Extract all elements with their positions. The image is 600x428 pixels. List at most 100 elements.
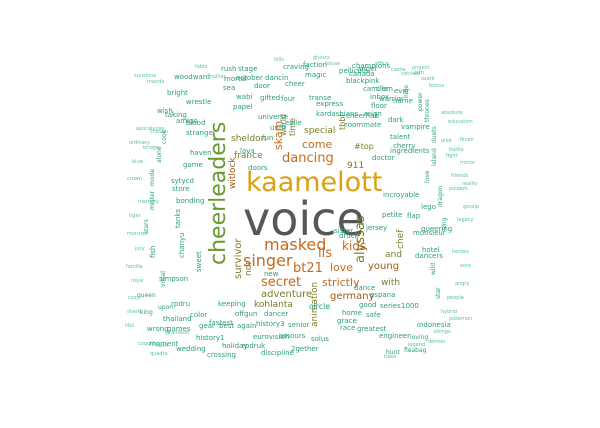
cloud-word: ingredients: [390, 147, 430, 155]
cloud-word: secret: [261, 275, 302, 290]
cloud-word: 2sth: [413, 70, 424, 76]
cloud-word: game: [183, 161, 203, 169]
cloud-word: ratched: [401, 71, 421, 77]
cloud-word: 1000: [401, 302, 419, 310]
cloud-word: mulher: [208, 74, 226, 80]
cloud-word: floor: [371, 102, 387, 110]
cloud-word: people: [447, 295, 464, 301]
cloud-word: ever: [394, 87, 410, 95]
cloud-word: stranger: [186, 129, 216, 137]
cloud-word: queen: [137, 292, 156, 299]
cloud-word: island: [431, 148, 438, 166]
cloud-word: memory: [138, 199, 159, 205]
cloud-word: witlock: [228, 157, 238, 189]
cloud-word: unfit: [270, 124, 287, 132]
cloud-word: fastest: [209, 319, 233, 327]
cloud-word: angel: [357, 65, 377, 73]
cloud-word: fun: [262, 134, 274, 142]
cloud-word: color: [190, 311, 208, 319]
cloud-word: legacy: [457, 217, 474, 223]
cloud-word: games: [167, 325, 191, 333]
cloud-word: gossip: [463, 204, 480, 210]
cloud-word: quadra: [150, 351, 168, 357]
cloud-word: pellicula: [339, 67, 369, 75]
cloud-word: champions: [352, 62, 391, 70]
cloud-word: crown: [127, 176, 143, 182]
cloud-word: and: [385, 250, 402, 260]
cloud-word: cheer: [285, 80, 305, 88]
cloud-word: masked: [264, 235, 327, 254]
cloud-word: safe: [366, 311, 381, 319]
cloud-word: incroyable: [383, 191, 420, 199]
cloud-word: finish: [460, 137, 474, 143]
cloud-word: wedding: [176, 345, 206, 353]
cloud-word: holiday: [222, 342, 248, 350]
cloud-word: greatest: [357, 325, 387, 333]
cloud-word: 911: [347, 161, 365, 171]
cloud-word: inbox: [370, 93, 390, 101]
cloud-word: clem: [376, 85, 393, 93]
cloud-word: bt21: [293, 261, 323, 276]
cloud-word: france: [234, 151, 263, 161]
cloud-word: castle: [391, 67, 406, 73]
cloud-word: papel: [233, 103, 253, 111]
cloud-word: friends: [451, 173, 469, 179]
cloud-word: ndr: [244, 260, 254, 276]
cloud-word: hills: [274, 57, 284, 63]
cloud-word: wish: [157, 107, 173, 115]
cloud-word: rush: [221, 65, 237, 73]
cloud-word: cherry: [393, 142, 416, 150]
cloud-word: doors: [248, 164, 268, 172]
cloud-word: 2gether: [291, 345, 319, 353]
cloud-word: talent: [390, 133, 411, 141]
cloud-word: wild: [430, 262, 437, 275]
cloud-word: transe: [309, 94, 332, 102]
cloud-word: four: [281, 95, 296, 103]
cloud-word: star: [435, 287, 442, 299]
cloud-word: ozark: [421, 76, 435, 82]
cloud-word: stage: [238, 65, 258, 73]
cloud-word: sons: [460, 263, 472, 269]
cloud-word: nine: [403, 85, 410, 98]
cloud-word: tanks: [174, 208, 182, 228]
cloud-word: reign: [364, 110, 382, 118]
cloud-word: october: [236, 74, 263, 82]
cloud-word: famille: [126, 264, 143, 270]
cloud-word: rpdruk: [242, 342, 266, 350]
cloud-word: cheerleaders: [206, 121, 231, 265]
cloud-word: store: [172, 185, 190, 193]
cloud-word: thrones: [424, 99, 431, 122]
cloud-word: demon: [428, 339, 446, 345]
cloud-word: universe: [258, 113, 289, 121]
cloud-word: magic: [305, 71, 327, 79]
cloud-word: pokemon: [449, 316, 473, 322]
cloud-word: sweet: [195, 251, 203, 272]
cloud-word: kohlanta: [254, 300, 293, 310]
cloud-word: love: [330, 261, 354, 274]
cloud-word: rpdru: [171, 300, 191, 308]
cloud-word: monster: [127, 231, 148, 237]
cloud-word: home: [342, 309, 362, 317]
cloud-word: hybrid: [441, 309, 457, 315]
cloud-word: ordinary: [129, 140, 150, 146]
cloud-word: royal: [131, 278, 144, 284]
cloud-word: germany: [330, 291, 375, 302]
cloud-word: adventure: [261, 289, 313, 300]
cloud-word: canada: [349, 70, 375, 78]
cloud-word: good: [359, 301, 377, 309]
cloud-word: love: [424, 170, 431, 183]
cloud-word: doctor: [372, 154, 395, 162]
cloud-word: express: [316, 100, 344, 108]
cloud-word: fight: [446, 153, 458, 159]
cloud-word: voice: [243, 192, 365, 246]
cloud-word: lego: [421, 203, 436, 211]
cloud-word: young: [368, 261, 400, 272]
cloud-word: new: [264, 270, 279, 278]
cloud-word: duets: [431, 126, 438, 143]
cloud-word: flap: [407, 212, 421, 220]
cloud-word: jury: [135, 246, 145, 252]
cloud-word: sytycd: [171, 177, 194, 185]
cloud-word: vampire: [401, 123, 430, 131]
cloud-word: kardashians: [316, 110, 359, 118]
